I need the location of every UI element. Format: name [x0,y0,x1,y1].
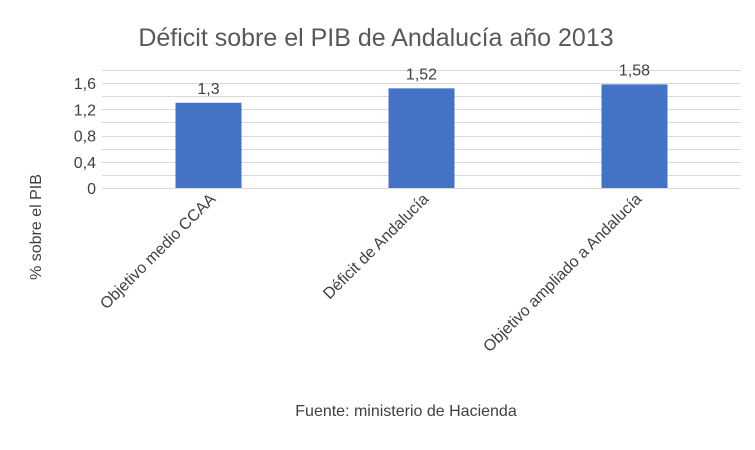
bar [175,102,242,188]
chart-title: Déficit sobre el PIB de Andalucía año 20… [138,24,613,52]
x-category-label: Objetivo medio CCAA [97,191,219,313]
data-label: 1,52 [406,66,437,83]
source-note: Fuente: ministerio de Hacienda [295,403,517,420]
y-axis-label: % sobre el PIB [28,174,45,280]
bar [601,84,668,188]
y-tick-label: 1,2 [74,102,96,119]
x-axis-category-labels: Objetivo medio CCAA Déficit de Andalucía O… [97,191,645,356]
y-tick-label: 0,8 [74,129,96,146]
y-axis-tick-labels: 0 0,4 0,8 1,2 1,6 [74,76,96,198]
data-label: 1,58 [619,62,650,79]
bars [175,84,668,188]
data-labels: 1,3 1,52 1,58 [197,62,650,97]
data-label: 1,3 [197,81,219,98]
x-category-label: Déficit de Andalucía [320,191,432,303]
x-category-label: Objetivo ampliado a Andalucía [480,191,645,356]
bar [388,88,455,188]
y-tick-label: 1,6 [74,76,96,93]
y-tick-label: 0,4 [74,155,96,172]
y-tick-label: 0 [87,181,96,198]
